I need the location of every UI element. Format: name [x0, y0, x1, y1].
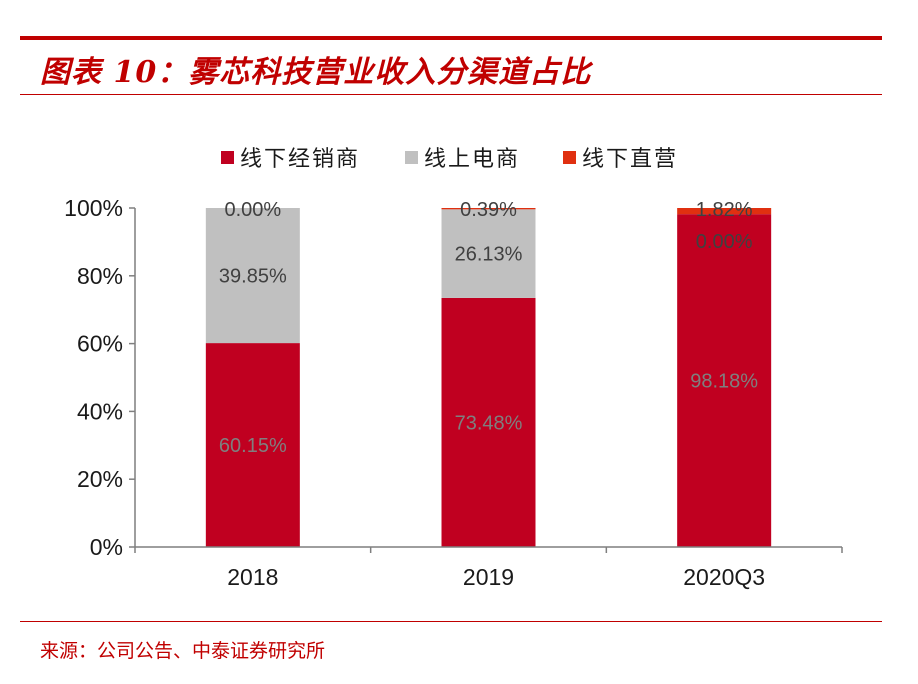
data-label: 0.00%: [224, 199, 281, 221]
bar-segment: [441, 209, 536, 298]
bar-segment: [441, 297, 536, 547]
legend: 线下经销商 线上电商 线下直营: [221, 147, 678, 172]
bottom-rule: [20, 621, 882, 622]
y-tick-label: 60%: [77, 331, 123, 357]
data-label: 26.13%: [455, 244, 523, 266]
bar-segment: [677, 208, 772, 215]
stacked-bar-chart: 线下经销商 线上电商 线下直营 60.15% 39.85% 0.00% 73.48% 26.…: [64, 147, 843, 590]
data-label: 60.15%: [219, 435, 287, 457]
y-tick-label: 20%: [77, 466, 123, 492]
data-label: 73.48%: [455, 412, 523, 434]
y-tick-label: 80%: [77, 263, 123, 289]
y-tick-label: 0%: [90, 534, 123, 560]
legend-label: 线下直营: [582, 147, 678, 172]
title-rule: [20, 94, 882, 95]
data-label: 39.85%: [219, 266, 287, 288]
legend-label: 线下经销商: [240, 147, 360, 172]
bar-segment: [677, 214, 772, 547]
top-rule: [20, 36, 882, 40]
bar-segment: [205, 208, 300, 344]
y-tick-label: 40%: [77, 398, 123, 424]
segment-labels: 60.15% 39.85% 0.00% 73.48% 26.13% 0.39% 98.18%…: [219, 199, 758, 457]
bars: [205, 208, 772, 547]
data-label: 98.18%: [690, 371, 758, 393]
x-tick-label: 2018: [227, 564, 278, 590]
legend-label: 线上电商: [424, 147, 520, 172]
bar-segment: [205, 343, 300, 547]
legend-swatch: [405, 151, 418, 164]
source-note: 来源：公司公告、中泰证券研究所: [40, 640, 326, 662]
legend-swatch: [563, 151, 576, 164]
y-tick-label: 100%: [64, 195, 123, 221]
bar-segment: [441, 208, 536, 210]
x-tick-label: 2020Q3: [683, 564, 765, 590]
data-label: 0.39%: [460, 199, 517, 221]
data-label: 1.82%: [696, 199, 753, 221]
axes: 0% 20% 40% 60% 80% 100% 2018 2019 2020Q3: [64, 195, 843, 590]
chart-title: 图表 10：雾芯科技营业收入分渠道占比: [40, 55, 592, 90]
data-label: 0.00%: [696, 231, 753, 253]
legend-swatch: [221, 151, 234, 164]
x-tick-label: 2019: [463, 564, 514, 590]
